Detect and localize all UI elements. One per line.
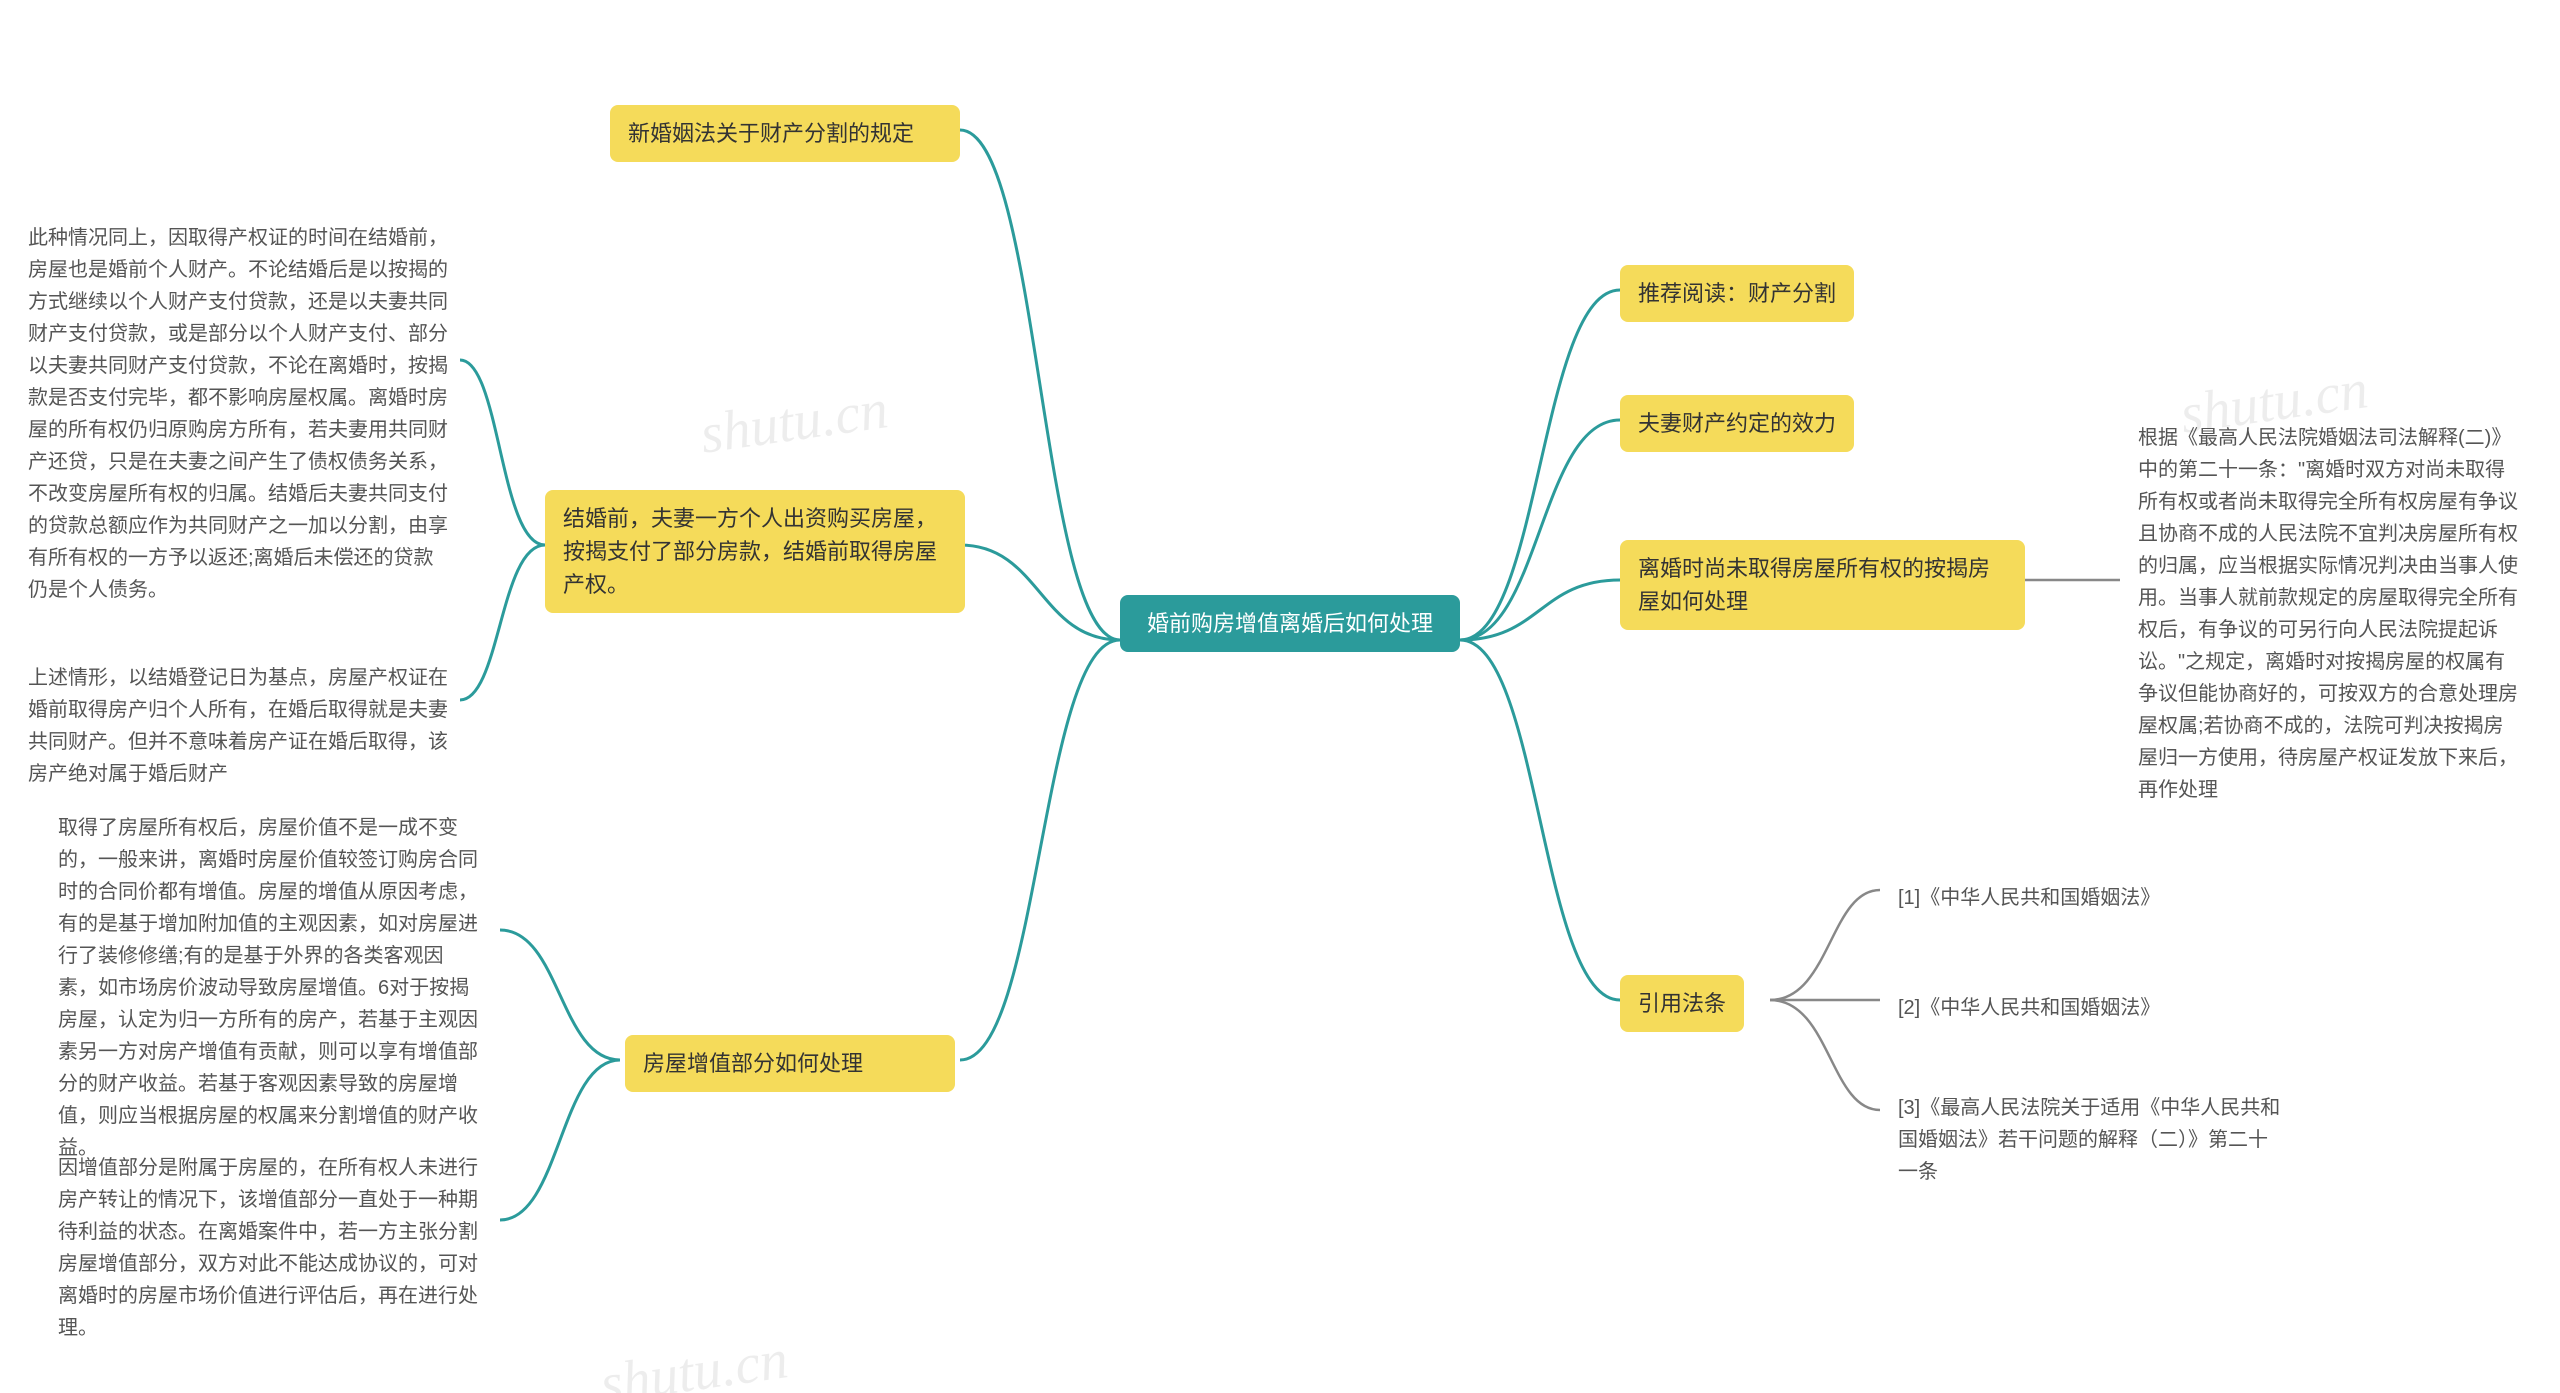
branch-r4[interactable]: 引用法条 [1620, 975, 1744, 1032]
branch-r3[interactable]: 离婚时尚未取得房屋所有权的按揭房屋如何处理 [1620, 540, 2025, 630]
leaf-l2a: 此种情况同上，因取得产权证的时间在结婚前，房屋也是婚前个人财产。不论结婚后是以按… [10, 210, 470, 618]
branch-l1[interactable]: 新婚姻法关于财产分割的规定 [610, 105, 960, 162]
branch-r1[interactable]: 推荐阅读：财产分割 [1620, 265, 1854, 322]
leaf-l3a: 取得了房屋所有权后，房屋价值不是一成不变的，一般来讲，离婚时房屋价值较签订购房合… [40, 800, 500, 1176]
branch-l3[interactable]: 房屋增值部分如何处理 [625, 1035, 955, 1092]
watermark: shutu.cn [596, 1327, 791, 1393]
leaf-r4b: [2]《中华人民共和国婚姻法》 [1880, 980, 2300, 1036]
watermark: shutu.cn [696, 377, 891, 467]
branch-l2[interactable]: 结婚前，夫妻一方个人出资购买房屋，按揭支付了部分房款，结婚前取得房屋产权。 [545, 490, 965, 613]
branch-r2[interactable]: 夫妻财产约定的效力 [1620, 395, 1854, 452]
leaf-r3a: 根据《最高人民法院婚姻法司法解释(二)》中的第二十一条："离婚时双方对尚未取得所… [2120, 410, 2540, 818]
root-node[interactable]: 婚前购房增值离婚后如何处理 [1120, 595, 1460, 652]
leaf-l2b: 上述情形，以结婚登记日为基点，房屋产权证在婚前取得房产归个人所有，在婚后取得就是… [10, 650, 470, 802]
leaf-r4c: [3]《最高人民法院关于适用《中华人民共和国婚姻法》若干问题的解释（二）》第二十… [1880, 1080, 2300, 1200]
leaf-r4a: [1]《中华人民共和国婚姻法》 [1880, 870, 2300, 926]
leaf-l3b: 因增值部分是附属于房屋的，在所有权人未进行房产转让的情况下，该增值部分一直处于一… [40, 1140, 500, 1356]
